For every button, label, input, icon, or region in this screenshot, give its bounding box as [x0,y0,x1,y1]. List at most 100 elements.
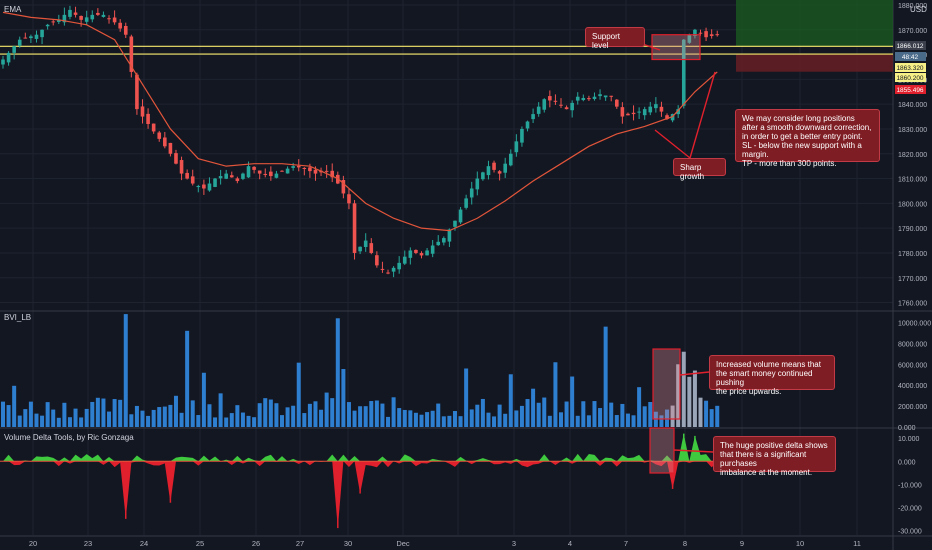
volume-bar [547,415,552,427]
candle-body [492,162,496,170]
candle-body [408,250,413,258]
candle-body [659,106,664,112]
candle-body [642,109,647,116]
candle-body [486,166,491,176]
volume-bar [665,409,670,427]
price-tag [895,63,926,72]
candle-body [73,12,78,15]
candle-body [430,245,435,254]
candle-body [202,184,206,189]
price-tick-label: 1760.000 [898,301,927,308]
volume-bar [581,401,586,427]
candle-body [380,268,385,270]
candle-body [615,99,619,107]
volume-bar [598,408,603,427]
candle-body [419,253,424,256]
volume-bar [408,410,413,427]
candle-body [151,123,156,132]
delta-tick-label: 10.000 [898,436,920,443]
support-highlight-box [651,34,701,61]
volume-bar [625,413,630,427]
volume-bar [34,413,39,427]
ema-line [2,11,718,232]
candle-body [548,96,552,101]
volume-bar [614,415,619,427]
volume-bar [296,362,301,427]
candle-body [263,173,268,175]
candle-body [665,115,669,120]
volume-bar [207,404,212,427]
candle-body [12,46,16,53]
x-tick-label: 30 [344,539,352,548]
candle-body [553,100,558,102]
volume-bar [274,403,279,427]
price-tag [895,85,926,94]
volume-bar [586,415,591,427]
volume-bar [190,400,195,427]
volume-bar [559,412,563,427]
candle-body [603,95,608,98]
volume-bar [575,415,580,427]
volume-arrow [679,371,710,376]
price-tick-label: 1830.000 [898,127,927,134]
candle-body [246,166,251,178]
candle-body [715,34,720,36]
note-volume: Increased volume means that the smart mo… [709,355,835,396]
price-tick-label: 1880.000 [898,3,927,10]
volume-bar [413,412,418,427]
candle-body [442,238,446,243]
candle-body [68,9,72,17]
delta-tick-label: -10.000 [898,482,922,489]
candle-body [235,178,240,182]
candle-body [542,99,547,110]
x-tick-label: 8 [683,539,687,548]
candle-body [531,114,535,120]
volume-bar [28,401,33,427]
volume-bar [218,393,223,427]
volume-bar [45,402,50,427]
volume-bar [692,370,697,427]
volume-tick-label: 8000.000 [898,341,927,348]
candle-body [185,172,189,179]
volume-bar [146,415,151,427]
delta-tick-label: 0.000 [898,459,916,466]
candle-body [96,12,100,15]
price-tag [895,73,926,82]
candle-body [84,17,89,22]
volume-bar [425,412,430,427]
price-tick-label: 1770.000 [898,276,927,283]
volume-bar [514,410,519,427]
volume-bar [140,410,145,427]
candle-body [308,167,312,172]
x-tick-label: 27 [296,539,304,548]
volume-bar [129,414,134,427]
volume-bar [469,409,474,427]
volume-bar [698,397,703,427]
volume-bar [475,404,480,427]
candle-body [123,26,128,35]
volume-bar [151,409,156,427]
x-tick-label: 10 [796,539,804,548]
x-tick-label: 23 [84,539,92,548]
candle-body [57,19,61,22]
candle-body [330,170,335,178]
price-tag-label: 1866.012 [896,43,923,50]
candle-body [274,173,279,178]
volume-bar [631,415,636,427]
volume-bar [118,399,123,427]
x-tick-label: 11 [853,539,861,548]
volume-bar [553,362,558,427]
stop-loss-zone [736,54,893,72]
x-tick-label: 3 [512,539,516,548]
note-long-positions: We may consider long positions after a s… [735,109,880,168]
price-tag-label: 1863.320 [896,65,923,72]
candle-body [458,209,463,223]
volume-bar [134,405,139,427]
volume-bar [112,399,117,427]
volume-bar [503,413,508,427]
candle-body [17,39,22,46]
volume-bar [508,374,513,427]
volume-bar [497,404,502,427]
volume-pane-label: BVI_LB [4,313,32,322]
